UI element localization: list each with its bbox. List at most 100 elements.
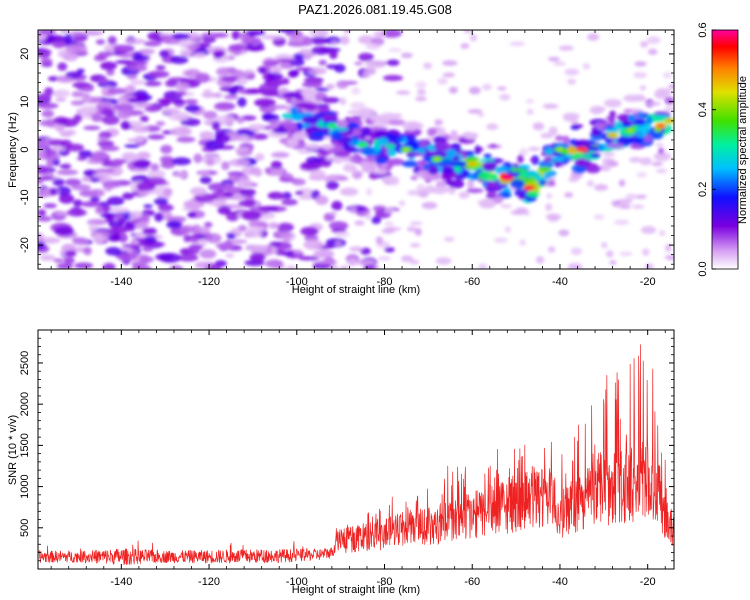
heatmap-cell bbox=[304, 234, 319, 242]
heatmap-peak-core bbox=[359, 143, 366, 147]
heatmap-cell bbox=[237, 97, 247, 108]
heatmap-cell bbox=[655, 117, 664, 123]
heatmap-cell bbox=[567, 115, 578, 121]
heatmap-cell bbox=[358, 52, 374, 62]
heatmap-cell bbox=[609, 260, 617, 265]
heatmap-cell bbox=[586, 180, 595, 187]
heatmap-cell bbox=[377, 137, 389, 146]
heatmap-cell bbox=[329, 211, 338, 216]
heatmap-cell bbox=[414, 228, 422, 236]
heatmap-cell bbox=[553, 159, 562, 168]
heatmap-cell bbox=[386, 59, 400, 66]
heatmap-cell bbox=[316, 103, 330, 108]
heatmap-cell bbox=[83, 125, 101, 131]
heatmap-cell bbox=[147, 169, 166, 180]
heatmap-cell bbox=[495, 165, 510, 175]
heatmap-peak-core bbox=[657, 124, 664, 128]
heatmap-cell bbox=[245, 30, 266, 36]
heatmap-cell bbox=[199, 226, 211, 235]
heatmap-cell bbox=[160, 144, 173, 154]
heatmap-cell bbox=[416, 89, 427, 95]
heatmap-cell bbox=[122, 192, 135, 200]
heatmap-cell bbox=[486, 123, 499, 131]
heatmap-cell bbox=[188, 244, 204, 250]
heatmap-cell bbox=[281, 251, 294, 256]
colorbar-gradient bbox=[711, 29, 739, 270]
heatmap-cell bbox=[215, 242, 235, 250]
heatmap-cell bbox=[147, 134, 165, 140]
x-tick-label: -100 bbox=[286, 576, 308, 588]
heatmap-cell bbox=[334, 231, 350, 238]
heatmap-cell bbox=[236, 178, 253, 188]
heatmap-cell bbox=[193, 153, 203, 164]
heatmap-cell bbox=[350, 165, 358, 174]
heatmap-cell bbox=[360, 161, 372, 168]
colorbar-ticks: 0.0 0.2 0.4 0.6 bbox=[697, 22, 716, 277]
heatmap-cell bbox=[358, 35, 376, 45]
heatmap-cell bbox=[45, 160, 54, 169]
heatmap-peak-core bbox=[609, 133, 616, 137]
heatmap-cell bbox=[296, 122, 304, 131]
heatmap-cell bbox=[249, 253, 266, 262]
y-tick-label: 1000 bbox=[19, 474, 31, 498]
heatmap-cell bbox=[142, 245, 154, 252]
heatmap-cell bbox=[174, 171, 189, 178]
heatmap-cell bbox=[477, 112, 485, 118]
heatmap-cell bbox=[40, 58, 53, 65]
heatmap-cell bbox=[373, 31, 387, 38]
heatmap-cell bbox=[350, 102, 366, 110]
heatmap-cell bbox=[81, 176, 92, 182]
heatmap-cell bbox=[354, 259, 376, 266]
heatmap-cell bbox=[202, 89, 213, 99]
heatmap-cell bbox=[265, 259, 284, 269]
heatmap-cell bbox=[262, 112, 274, 120]
heatmap-cell bbox=[644, 134, 652, 143]
heatmap-cell bbox=[64, 178, 82, 186]
heatmap-cell bbox=[636, 111, 645, 119]
heatmap-cell bbox=[554, 135, 565, 142]
heatmap-cell bbox=[409, 242, 421, 248]
heatmap-cell bbox=[86, 219, 108, 226]
heatmap-cell bbox=[303, 239, 324, 250]
heatmap-cell bbox=[410, 175, 418, 181]
heatmap-cell bbox=[172, 99, 185, 105]
heatmap-cell bbox=[383, 74, 403, 82]
heatmap-cell bbox=[241, 210, 262, 221]
heatmap-cell bbox=[221, 161, 230, 171]
heatmap-cell bbox=[458, 191, 470, 199]
heatmap-cell bbox=[336, 151, 351, 158]
heatmap-cell bbox=[295, 67, 313, 72]
heatmap-cell bbox=[384, 246, 395, 253]
heatmap-peak-core bbox=[328, 124, 335, 128]
heatmap-cell bbox=[293, 249, 303, 255]
heatmap-cell bbox=[57, 62, 68, 71]
heatmap-cell bbox=[38, 30, 57, 35]
heatmap-cell bbox=[41, 109, 55, 118]
figure-title: PAZ1.2026.081.19.45.G08 bbox=[298, 2, 452, 17]
heatmap-cell bbox=[82, 30, 104, 36]
heatmap-cell bbox=[593, 214, 605, 220]
heatmap-peak-core bbox=[469, 162, 476, 166]
colorbar-tick-label: 0.6 bbox=[697, 22, 709, 37]
heatmap-cell bbox=[63, 257, 75, 264]
heatmap-cell bbox=[317, 106, 330, 113]
heatmap-cell bbox=[151, 242, 166, 247]
heatmap-cell bbox=[170, 55, 189, 65]
y-tick-label: 1500 bbox=[19, 433, 31, 457]
heatmap-cell bbox=[321, 114, 338, 122]
heatmap-cell bbox=[321, 97, 341, 104]
heatmap-cell bbox=[425, 185, 436, 194]
colorbar: 0.0 0.2 0.4 0.6 Normalized spectral amplitu… bbox=[697, 22, 749, 276]
heatmap-cell bbox=[354, 61, 363, 66]
heatmap-cell bbox=[243, 45, 266, 51]
heatmap-cell bbox=[463, 172, 470, 178]
heatmap-cell bbox=[290, 106, 298, 116]
heatmap-cell bbox=[238, 134, 249, 141]
heatmap-cell bbox=[466, 188, 484, 194]
heatmap-cell bbox=[159, 49, 170, 58]
y-tick-label: 20 bbox=[19, 48, 31, 60]
heatmap-cell bbox=[325, 83, 335, 90]
heatmap-cell bbox=[275, 58, 296, 63]
heatmap-cell bbox=[406, 226, 417, 232]
